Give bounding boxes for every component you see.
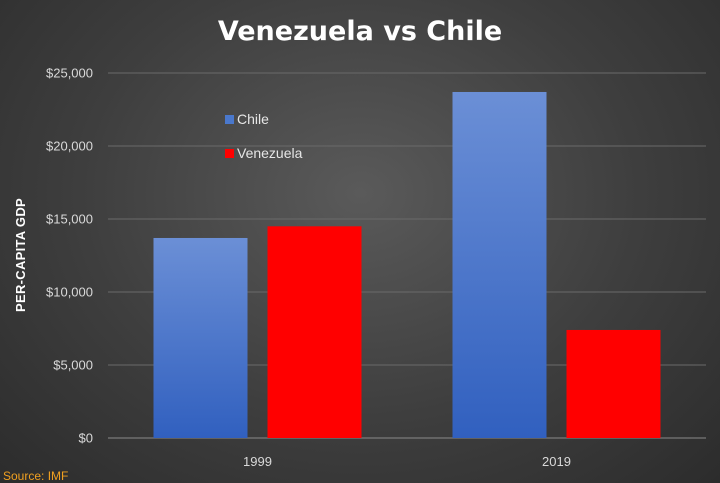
chart-title: Venezuela vs Chile	[218, 16, 502, 47]
y-tick-label: $10,000	[46, 285, 93, 300]
bar-chile-1999	[153, 237, 248, 438]
x-tick-label: 1999	[243, 454, 272, 469]
x-axis-ticks: 1999 2019	[243, 454, 571, 469]
x-tick-label: 2019	[542, 454, 571, 469]
y-axis-label: PER-CAPITA GDP	[13, 198, 28, 312]
bars	[153, 91, 661, 438]
legend-label-chile: Chile	[237, 111, 269, 127]
bar-chile-2019	[452, 91, 547, 438]
bar-venezuela-1999	[267, 226, 362, 438]
bar-venezuela-2019	[566, 329, 661, 438]
legend: Chile Venezuela	[225, 111, 303, 161]
y-tick-label: $25,000	[46, 66, 93, 81]
legend-label-venezuela: Venezuela	[237, 145, 303, 161]
legend-swatch-chile	[225, 115, 234, 124]
y-axis-ticks: $0 $5,000 $10,000 $15,000 $20,000 $25,000	[46, 66, 93, 446]
source-note: Source: IMF	[3, 469, 68, 483]
legend-swatch-venezuela	[225, 149, 234, 158]
y-tick-label: $20,000	[46, 139, 93, 154]
y-tick-label: $15,000	[46, 212, 93, 227]
y-tick-label: $5,000	[53, 358, 93, 373]
y-tick-label: $0	[79, 431, 93, 446]
